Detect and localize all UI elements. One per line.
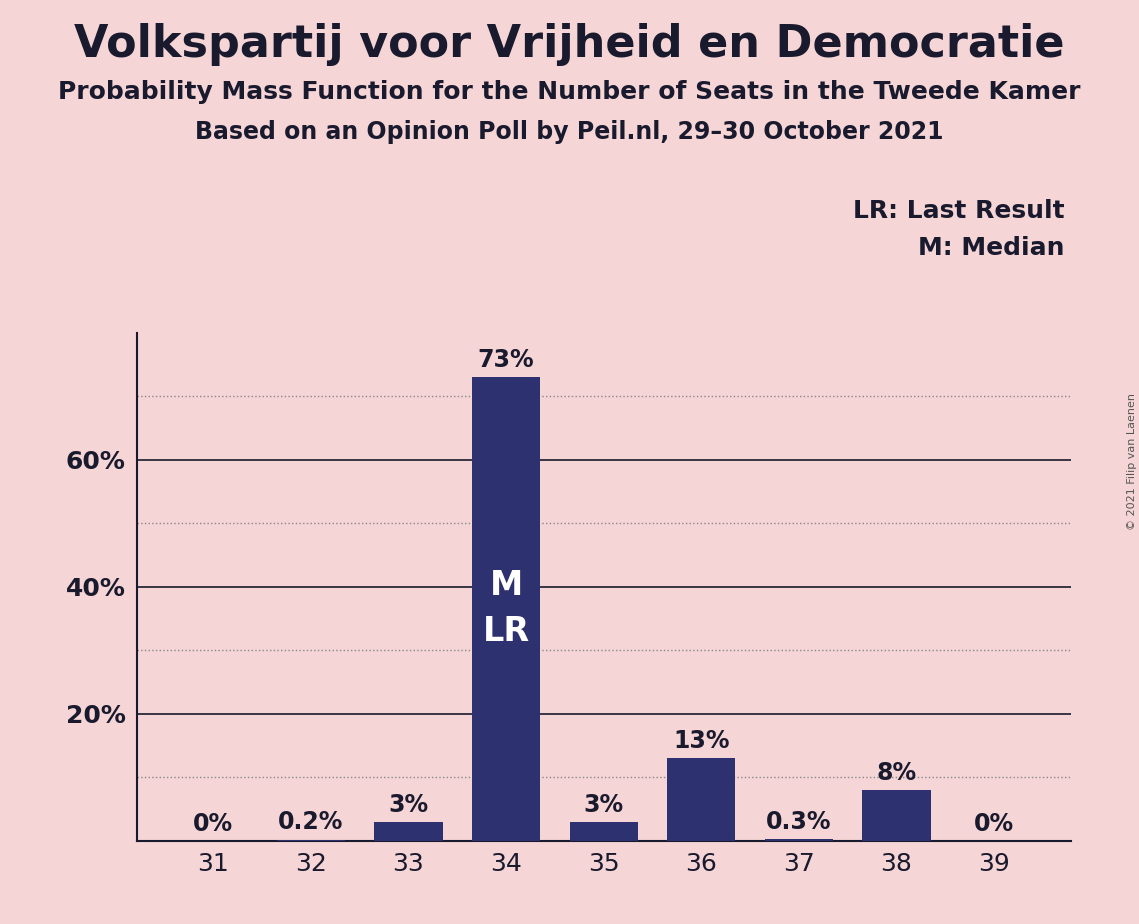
Bar xyxy=(472,377,540,841)
Text: 0%: 0% xyxy=(194,812,233,835)
Text: 3%: 3% xyxy=(583,793,624,817)
Bar xyxy=(667,759,736,841)
Text: 73%: 73% xyxy=(477,348,534,372)
Bar xyxy=(277,840,345,841)
Bar xyxy=(764,839,833,841)
Text: Volkspartij voor Vrijheid en Democratie: Volkspartij voor Vrijheid en Democratie xyxy=(74,23,1065,67)
Text: 0.2%: 0.2% xyxy=(278,810,344,834)
Text: © 2021 Filip van Laenen: © 2021 Filip van Laenen xyxy=(1126,394,1137,530)
Text: Based on an Opinion Poll by Peil.nl, 29–30 October 2021: Based on an Opinion Poll by Peil.nl, 29–… xyxy=(195,120,944,144)
Text: Probability Mass Function for the Number of Seats in the Tweede Kamer: Probability Mass Function for the Number… xyxy=(58,80,1081,104)
Bar xyxy=(570,821,638,841)
Text: 3%: 3% xyxy=(388,793,428,817)
Bar xyxy=(862,790,931,841)
Text: 8%: 8% xyxy=(876,761,917,784)
Text: 13%: 13% xyxy=(673,729,729,753)
Text: M: Median: M: Median xyxy=(918,236,1065,260)
Text: 0.3%: 0.3% xyxy=(767,809,831,833)
Text: 0%: 0% xyxy=(974,812,1014,835)
Text: M
LR: M LR xyxy=(483,569,530,649)
Bar xyxy=(375,821,443,841)
Text: LR: Last Result: LR: Last Result xyxy=(853,199,1065,223)
